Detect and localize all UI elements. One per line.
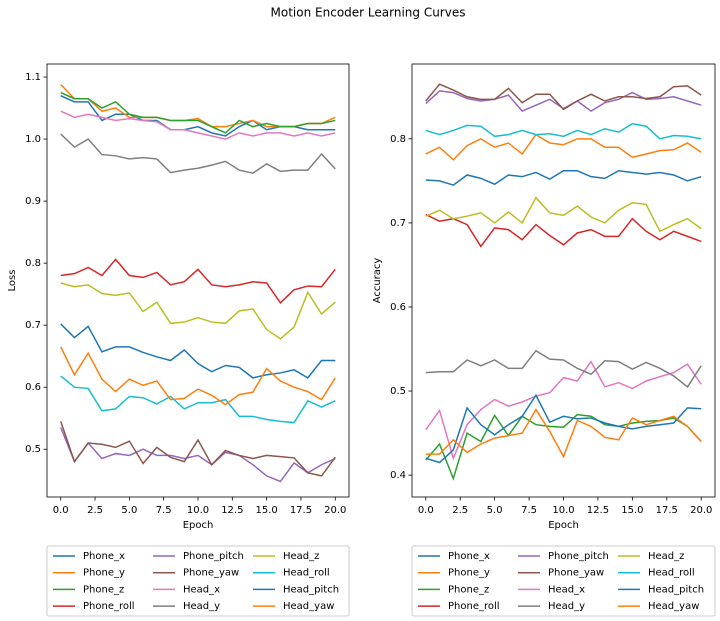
series-line	[60, 91, 336, 134]
series-line	[60, 110, 336, 140]
y-tick-label: 0.8	[25, 258, 41, 269]
legend-label: Head_pitch	[283, 584, 339, 595]
legend-label: Phone_x	[83, 551, 125, 562]
x-tick-label: 17.5	[290, 505, 312, 516]
legend-label: Phone_z	[448, 584, 489, 595]
legend-label: Phone_pitch	[183, 551, 244, 562]
y-tick-label: 0.7	[390, 218, 406, 229]
series-line	[425, 213, 702, 248]
legend-label: Phone_pitch	[548, 551, 609, 562]
x-tick-label: 0.0	[53, 505, 69, 516]
series-line	[425, 413, 702, 481]
x-tick-label: 12.5	[221, 505, 243, 516]
x-tick-label: 2.5	[452, 505, 468, 516]
series-line	[60, 346, 336, 406]
x-tick-label: 5.0	[121, 505, 137, 516]
y-axis-label: Accuracy	[372, 258, 383, 304]
series-line	[60, 282, 336, 340]
y-axis-label: Loss	[7, 270, 18, 292]
series-line	[425, 196, 702, 233]
series-line	[425, 408, 702, 459]
legend-label: Phone_y	[83, 568, 125, 579]
legend-label: Head_roll	[283, 568, 330, 579]
x-tick-label: 7.5	[521, 505, 537, 516]
legend-label: Phone_yaw	[548, 568, 604, 579]
x-tick-label: 20.0	[690, 505, 712, 516]
legend-label: Phone_roll	[448, 601, 500, 612]
x-axis-label: Epoch	[548, 520, 579, 531]
y-tick-label: 1.1	[25, 72, 41, 83]
series-line	[425, 393, 702, 464]
series-line	[425, 133, 702, 161]
plot-frame	[46, 63, 350, 498]
y-tick-label: 0.7	[25, 320, 41, 331]
legend-label: Phone_y	[448, 568, 490, 579]
y-tick-label: 0.5	[25, 444, 41, 455]
x-tick-label: 17.5	[656, 505, 678, 516]
series-line	[425, 122, 702, 140]
x-tick-label: 15.0	[256, 505, 278, 516]
x-tick-label: 15.0	[621, 505, 643, 516]
legend-label: Head_yaw	[648, 601, 699, 612]
legend-label: Head_yaw	[283, 601, 334, 612]
legend-label: Head_roll	[648, 568, 695, 579]
series-line	[60, 421, 336, 477]
legend-label: Head_y	[183, 601, 220, 612]
series-line	[425, 170, 702, 186]
series-line	[425, 83, 702, 111]
legend-label: Head_y	[548, 601, 585, 612]
legend-box	[411, 545, 716, 617]
legend-label: Head_pitch	[648, 584, 704, 595]
y-tick-label: 0.6	[25, 382, 41, 393]
series-line	[60, 427, 336, 483]
legend-label: Phone_roll	[83, 601, 135, 612]
legend-box	[46, 545, 350, 617]
x-tick-label: 20.0	[324, 505, 346, 516]
series-line	[60, 258, 336, 304]
legend-label: Head_z	[648, 551, 684, 562]
y-tick-label: 0.5	[390, 386, 406, 397]
x-tick-label: 5.0	[487, 505, 503, 516]
legend-label: Phone_z	[83, 584, 124, 595]
y-tick-label: 1.0	[25, 134, 41, 145]
series-line	[60, 133, 336, 174]
series-line	[425, 360, 702, 461]
x-axis-label: Epoch	[183, 520, 214, 531]
series-line	[60, 375, 336, 424]
figure-title: Motion Encoder Learning Curves	[271, 6, 466, 20]
legend-label: Phone_x	[448, 551, 490, 562]
legend-label: Head_z	[283, 551, 319, 562]
y-tick-label: 0.4	[390, 470, 406, 481]
x-tick-label: 2.5	[87, 505, 103, 516]
x-tick-label: 10.0	[552, 505, 574, 516]
y-tick-label: 0.8	[390, 134, 406, 145]
legend-label: Phone_yaw	[183, 568, 239, 579]
legend-label: Head_x	[183, 584, 220, 595]
series-line	[60, 323, 336, 379]
y-tick-label: 0.6	[390, 302, 406, 313]
x-tick-label: 10.0	[187, 505, 209, 516]
plot-background	[47, 64, 349, 497]
y-tick-label: 0.9	[25, 196, 41, 207]
x-tick-label: 7.5	[156, 505, 172, 516]
x-tick-label: 12.5	[587, 505, 609, 516]
legend-label: Head_x	[548, 584, 585, 595]
series-line	[425, 349, 702, 388]
plot-frame	[411, 63, 716, 498]
x-tick-label: 0.0	[418, 505, 434, 516]
